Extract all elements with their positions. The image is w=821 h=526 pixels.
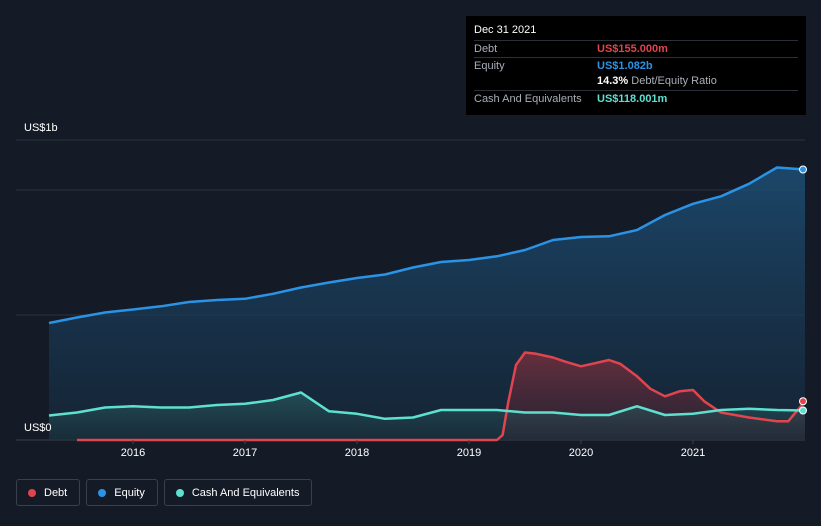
tooltip-cash-label: Cash And Equivalents	[474, 93, 582, 105]
x-tick-label: 2018	[345, 447, 369, 459]
legend-item-equity[interactable]: Equity	[86, 479, 158, 506]
tooltip-equity-value: US$1.082b	[597, 60, 653, 72]
legend-item-cash[interactable]: Cash And Equivalents	[163, 479, 313, 506]
data-tooltip: Dec 31 2021 Debt US$155.000m Equity US$1…	[466, 16, 806, 115]
tooltip-date: Dec 31 2021	[474, 24, 537, 36]
tooltip-row-equity: Equity US$1.082b	[474, 57, 798, 75]
legend-dot-equity	[98, 488, 107, 497]
legend-dot-cash	[175, 488, 184, 497]
x-tick-label: 2016	[121, 447, 145, 459]
y-axis-top-label: US$1b	[24, 122, 58, 134]
tooltip-row-debt: Debt US$155.000m	[474, 40, 798, 58]
x-tick-label: 2021	[681, 447, 705, 459]
x-tick-label: 2019	[457, 447, 481, 459]
endpoint-equity	[799, 165, 807, 174]
x-tick-label: 2020	[569, 447, 593, 459]
tooltip-cash-value: US$118.001m	[597, 93, 668, 105]
tooltip-debt-value: US$155.000m	[597, 43, 668, 55]
x-tick-label: 2017	[233, 447, 257, 459]
y-axis-bottom-label: US$0	[24, 422, 52, 434]
tooltip-ratio-label: Debt/Equity Ratio	[631, 75, 717, 87]
tooltip-ratio-value: 14.3%	[597, 75, 629, 87]
tooltip-debt-label: Debt	[474, 43, 498, 55]
legend-label-equity: Equity	[114, 486, 145, 499]
line-cash-and-equivalents	[48, 391, 806, 421]
endpoint-debt	[799, 397, 807, 406]
tooltip-row-cash: Cash And Equivalents US$118.001m	[474, 90, 798, 108]
tooltip-equity-label: Equity	[474, 60, 505, 72]
tooltip-ratio: 14.3% Debt/Equity Ratio	[597, 75, 717, 87]
legend-label-debt: Debt	[44, 486, 68, 499]
legend-dot-debt	[28, 488, 36, 497]
endpoint-cash-and-equivalents	[799, 406, 807, 415]
legend-label-cash: Cash And Equivalents	[191, 486, 300, 499]
chart-legend: Debt Equity Cash And Equivalents	[16, 479, 313, 508]
legend-item-debt[interactable]: Debt	[16, 479, 81, 506]
line-equity	[48, 166, 806, 325]
